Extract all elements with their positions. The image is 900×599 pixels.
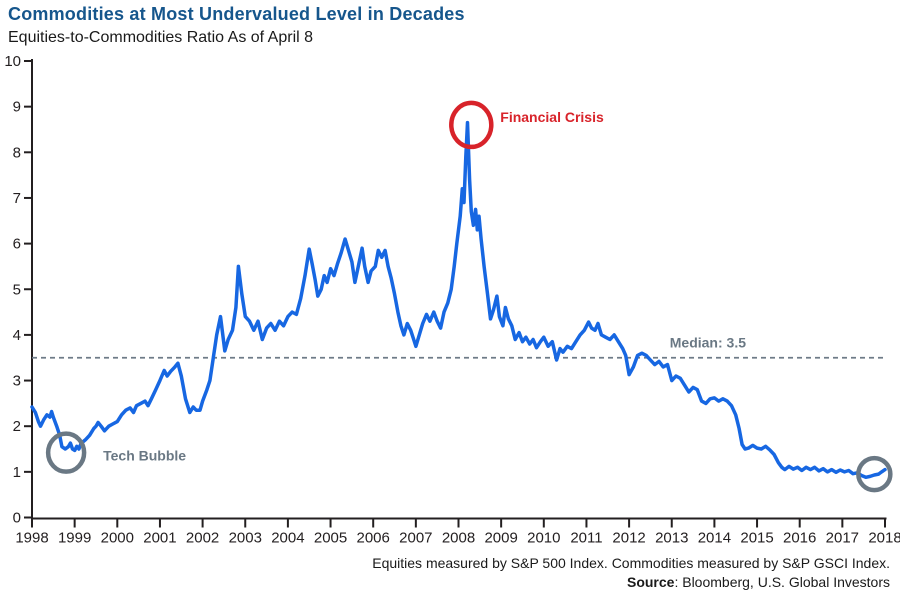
x-tick-label: 2018	[868, 530, 900, 547]
x-tick-label: 2014	[698, 530, 731, 547]
tech-bubble-label: Tech Bubble	[103, 448, 186, 464]
annotations-group: Financial Crisis Tech Bubble	[45, 100, 893, 493]
y-tick-label: 6	[13, 236, 21, 253]
page-title: Commodities at Most Undervalued Level in…	[8, 4, 465, 24]
y-tick-label: 8	[13, 144, 21, 161]
y-tick-label: 7	[13, 190, 21, 207]
x-tick-label: 2017	[826, 530, 859, 547]
y-tick-label: 0	[13, 510, 21, 527]
x-tick-label: 2008	[442, 530, 475, 547]
chart-footer: Equities measured by S&P 500 Index. Comm…	[372, 554, 890, 592]
y-tick-label: 9	[13, 99, 21, 116]
x-tick-label: 2003	[229, 530, 262, 547]
current-low-circle	[856, 455, 893, 493]
x-tick-label: 2001	[143, 530, 176, 547]
x-tick-label: 2016	[783, 530, 816, 547]
x-tick-label: 2004	[271, 530, 304, 547]
x-tick-label: 2010	[527, 530, 560, 547]
axes: 0 1 2 3 4 5 6 7 8 9 10 1998 1999 2000 2001 2002 2003 2004…	[4, 53, 900, 547]
y-tick-label: 10	[4, 53, 21, 70]
y-tick-label: 1	[13, 464, 21, 481]
y-tick-label: 2	[13, 418, 21, 435]
x-tick-label: 2000	[101, 530, 134, 547]
median-label: Median: 3.5	[670, 335, 746, 351]
x-tick-label: 2006	[357, 530, 390, 547]
y-tick-label: 4	[13, 327, 21, 344]
x-tick-label: 2012	[612, 530, 645, 547]
median-line-group: Median: 3.5	[32, 335, 886, 359]
source-line: Source: Bloomberg, U.S. Global Investors	[372, 573, 890, 592]
ratio-line	[30, 120, 887, 480]
x-tick-label: 1998	[15, 530, 48, 547]
x-tick-label: 2002	[186, 530, 219, 547]
x-tick-label: 2015	[740, 530, 773, 547]
x-tick-label: 1999	[58, 530, 91, 547]
tech-bubble-circle	[45, 431, 87, 474]
x-tick-label: 2013	[655, 530, 688, 547]
ratio-line-series	[30, 120, 887, 480]
x-tick-label: 2007	[399, 530, 432, 547]
measurement-note: Equities measured by S&P 500 Index. Comm…	[372, 555, 890, 571]
x-tick-label: 2005	[314, 530, 347, 547]
financial-crisis-circle	[449, 100, 494, 150]
page-subtitle: Equities-to-Commodities Ratio As of Apri…	[8, 29, 314, 46]
financial-crisis-label: Financial Crisis	[500, 109, 604, 125]
y-tick-label: 5	[13, 281, 21, 298]
x-tick-label: 2009	[484, 530, 517, 547]
y-tick-label: 3	[13, 373, 21, 390]
source-label: Source	[626, 574, 675, 590]
source-text: : Bloomberg, U.S. Global Investors	[674, 574, 890, 590]
x-tick-label: 2011	[570, 530, 602, 547]
